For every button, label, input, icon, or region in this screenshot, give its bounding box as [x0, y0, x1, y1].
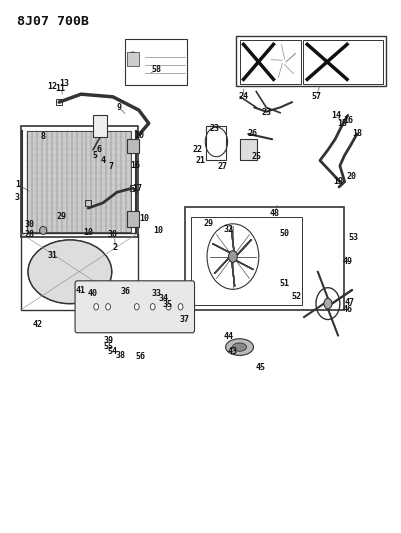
Text: 10: 10 — [140, 214, 150, 223]
Text: 28: 28 — [24, 230, 34, 239]
Ellipse shape — [40, 227, 47, 235]
Bar — [303, 40, 383, 84]
Text: 41: 41 — [76, 286, 86, 295]
Text: 54: 54 — [108, 347, 118, 356]
Text: 8: 8 — [41, 132, 46, 141]
Ellipse shape — [106, 304, 111, 310]
Bar — [93, 115, 107, 136]
Ellipse shape — [233, 343, 247, 351]
Ellipse shape — [150, 304, 155, 310]
Bar — [27, 131, 131, 232]
Text: 45: 45 — [255, 363, 265, 372]
Text: 58: 58 — [152, 64, 162, 74]
Text: 2: 2 — [112, 244, 117, 253]
Text: 49: 49 — [343, 257, 353, 265]
Text: 57: 57 — [311, 92, 321, 101]
Text: 16: 16 — [343, 116, 353, 125]
Bar — [85, 200, 91, 206]
Text: 39: 39 — [103, 336, 113, 345]
Text: 25: 25 — [251, 152, 261, 161]
Text: 21: 21 — [196, 156, 205, 165]
Text: 32: 32 — [223, 225, 233, 234]
Text: 18: 18 — [352, 130, 362, 139]
Text: 10: 10 — [134, 131, 144, 140]
Bar — [207, 126, 227, 160]
Text: 24: 24 — [239, 92, 249, 101]
Bar — [130, 185, 136, 191]
Bar — [127, 139, 139, 152]
Ellipse shape — [324, 298, 332, 309]
FancyBboxPatch shape — [75, 281, 194, 333]
Text: 16: 16 — [130, 161, 140, 170]
Text: 56: 56 — [135, 352, 145, 361]
Ellipse shape — [229, 251, 237, 262]
Text: 20: 20 — [347, 172, 357, 181]
Bar — [239, 40, 301, 84]
Text: 1: 1 — [15, 180, 20, 189]
Bar — [239, 139, 257, 160]
Text: 4: 4 — [100, 156, 105, 165]
Ellipse shape — [178, 304, 183, 310]
Ellipse shape — [94, 304, 99, 310]
Bar — [125, 38, 186, 85]
Text: 50: 50 — [279, 229, 289, 238]
Bar — [20, 126, 138, 237]
Text: 51: 51 — [279, 279, 289, 288]
Text: 46: 46 — [343, 305, 353, 314]
Text: 35: 35 — [163, 300, 173, 309]
Text: 14: 14 — [331, 111, 341, 120]
Text: 44: 44 — [223, 332, 233, 341]
Text: 8J07 700B: 8J07 700B — [17, 14, 89, 28]
Text: 27: 27 — [217, 163, 227, 171]
Text: 3: 3 — [15, 193, 20, 202]
Text: 34: 34 — [159, 294, 169, 303]
Ellipse shape — [28, 240, 112, 304]
Text: 37: 37 — [180, 315, 190, 324]
Text: 53: 53 — [349, 233, 359, 242]
Text: 6: 6 — [97, 146, 101, 155]
Text: 19: 19 — [334, 177, 344, 186]
Text: 9: 9 — [116, 103, 122, 112]
Bar — [127, 52, 139, 66]
Text: 40: 40 — [88, 288, 98, 297]
Text: 55: 55 — [104, 342, 114, 351]
Ellipse shape — [129, 52, 136, 62]
Text: 42: 42 — [32, 320, 42, 329]
Text: 5: 5 — [93, 151, 97, 160]
Text: 36: 36 — [121, 287, 131, 296]
Text: 15: 15 — [338, 119, 348, 128]
Bar — [127, 211, 139, 227]
Ellipse shape — [134, 304, 139, 310]
Text: 23: 23 — [209, 124, 219, 133]
Bar — [27, 131, 131, 232]
Text: 22: 22 — [193, 146, 203, 155]
Bar — [184, 207, 344, 310]
Ellipse shape — [226, 339, 253, 356]
Bar — [20, 233, 138, 310]
Text: 23: 23 — [261, 108, 271, 117]
Text: 43: 43 — [227, 347, 237, 356]
Ellipse shape — [166, 304, 171, 310]
Text: 13: 13 — [59, 79, 69, 88]
Text: 48: 48 — [269, 209, 279, 218]
Text: 10: 10 — [83, 228, 93, 237]
Text: 12: 12 — [47, 82, 57, 91]
Bar — [56, 99, 62, 106]
Text: 31: 31 — [47, 252, 57, 261]
Bar — [190, 217, 302, 305]
Text: 10: 10 — [154, 226, 164, 235]
Bar — [235, 36, 386, 86]
Text: 29: 29 — [56, 212, 66, 221]
Text: 11: 11 — [55, 84, 65, 93]
Text: 17: 17 — [132, 183, 142, 192]
Text: 30: 30 — [108, 230, 118, 239]
Text: 30: 30 — [24, 220, 34, 229]
Text: 33: 33 — [152, 288, 162, 297]
Text: 47: 47 — [345, 298, 355, 307]
Text: 52: 52 — [291, 292, 301, 301]
Text: 7: 7 — [108, 163, 113, 171]
Text: 26: 26 — [247, 130, 257, 139]
Text: 29: 29 — [203, 219, 213, 228]
Text: 38: 38 — [116, 351, 126, 360]
